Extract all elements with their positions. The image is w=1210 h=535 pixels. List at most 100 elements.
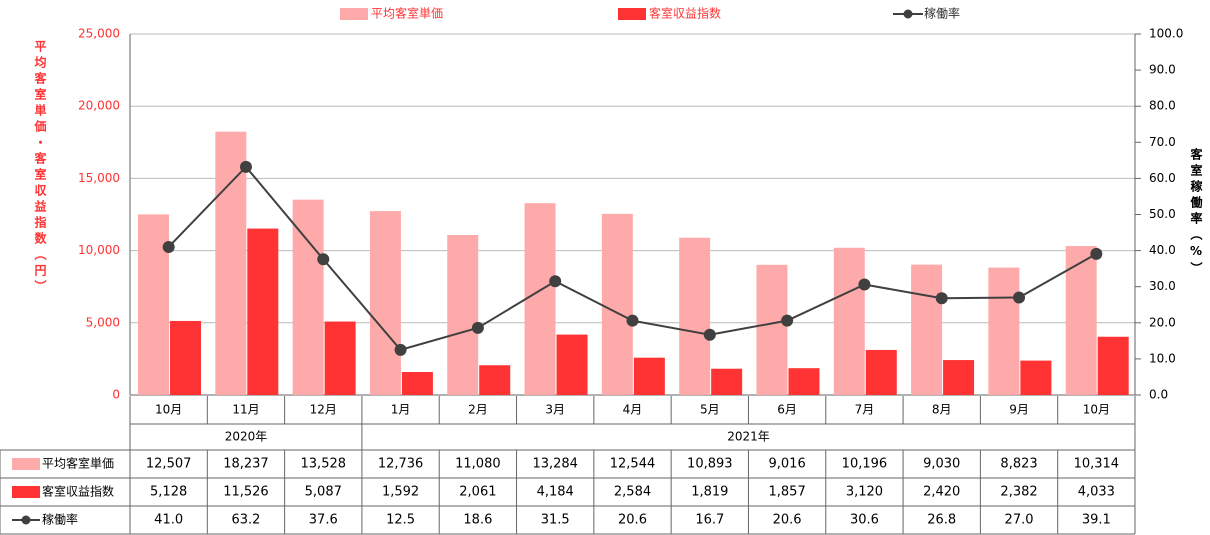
x-tick-label: 10月 <box>1083 403 1110 417</box>
line-point <box>626 314 639 327</box>
bar <box>369 211 401 395</box>
bar <box>601 213 633 395</box>
x-tick-label: 1月 <box>391 403 411 417</box>
year-label: 2020年 <box>225 430 268 444</box>
table-value: 16.7 <box>695 513 724 528</box>
bar <box>401 372 433 395</box>
legend-label: 稼働率 <box>924 6 960 21</box>
table-row-label: 客室収益指数 <box>42 484 114 499</box>
table-value: 11,080 <box>455 457 501 472</box>
y-tick-label: 0 <box>112 388 120 402</box>
table-value: 10,314 <box>1074 457 1120 472</box>
bar <box>215 131 247 395</box>
y-axis-title: 平均客室単価・客室収益指数（円） <box>33 40 47 296</box>
table-value: 12,544 <box>610 457 656 472</box>
x-tick-label: 2月 <box>468 403 488 417</box>
bar <box>788 368 820 395</box>
line-point <box>1013 291 1026 304</box>
x-tick-label: 8月 <box>932 403 952 417</box>
table-value: 39.1 <box>1082 513 1111 528</box>
x-tick-label: 9月 <box>1009 403 1029 417</box>
bar <box>943 360 975 395</box>
bar <box>524 203 556 395</box>
table-value: 3,120 <box>846 485 883 500</box>
bar <box>679 237 711 395</box>
bar <box>633 357 665 395</box>
table-legend-swatch <box>12 458 40 470</box>
table-value: 1,592 <box>382 485 419 500</box>
bar <box>911 264 943 395</box>
y2-tick-label: 50.0 <box>1149 207 1176 221</box>
line-point <box>935 292 948 305</box>
table-value: 20.6 <box>773 513 802 528</box>
bar <box>447 235 479 395</box>
y2-tick-label: 90.0 <box>1149 63 1176 77</box>
table-value: 26.8 <box>927 513 956 528</box>
table-value: 10,893 <box>687 457 733 472</box>
table-value: 10,196 <box>842 457 888 472</box>
year-label: 2021年 <box>727 430 770 444</box>
table-value: 2,420 <box>923 485 960 500</box>
table-value: 4,184 <box>537 485 574 500</box>
table-value: 2,584 <box>614 485 651 500</box>
y2-tick-label: 100.0 <box>1149 27 1183 41</box>
line-point <box>1090 247 1103 260</box>
table-value: 30.6 <box>850 513 879 528</box>
table-value: 37.6 <box>309 513 338 528</box>
bar <box>170 320 201 395</box>
bar <box>556 334 588 395</box>
legend-swatch <box>340 8 368 20</box>
table-value: 9,030 <box>923 457 960 472</box>
table-legend-swatch <box>12 486 40 498</box>
legend-label: 客室収益指数 <box>649 6 721 21</box>
bar <box>1020 360 1052 395</box>
table-value: 2,061 <box>459 485 496 500</box>
table-value: 12,736 <box>378 457 424 472</box>
line-point <box>239 160 252 173</box>
y-tick-label: 20,000 <box>78 99 120 113</box>
bar <box>292 199 324 395</box>
y2-tick-label: 30.0 <box>1149 279 1176 293</box>
table-value: 27.0 <box>1005 513 1034 528</box>
x-tick-label: 3月 <box>545 403 565 417</box>
y2-axis-title: 客室稼働率（%） <box>1189 148 1203 278</box>
table-value: 20.6 <box>618 513 647 528</box>
y-tick-label: 5,000 <box>86 315 120 329</box>
table-value: 41.0 <box>154 513 183 528</box>
table-value: 11,526 <box>223 485 269 500</box>
table-value: 9,016 <box>769 457 806 472</box>
table-value: 8,823 <box>1000 457 1037 472</box>
y-tick-label: 25,000 <box>78 27 120 41</box>
y-tick-label: 15,000 <box>78 171 120 185</box>
table-value: 13,528 <box>301 457 347 472</box>
table-value: 5,087 <box>305 485 342 500</box>
bar <box>756 264 788 395</box>
line-point <box>471 321 484 334</box>
bar <box>1097 336 1129 395</box>
bar <box>1065 246 1097 395</box>
line-point <box>781 314 794 327</box>
table-value: 18,237 <box>223 457 269 472</box>
bar <box>247 228 279 395</box>
bar <box>479 365 511 395</box>
x-tick-label: 11月 <box>232 403 259 417</box>
y2-tick-label: 40.0 <box>1149 243 1176 257</box>
table-value: 5,128 <box>150 485 187 500</box>
x-tick-label: 12月 <box>310 403 337 417</box>
table-value: 1,857 <box>769 485 806 500</box>
table-value: 12,507 <box>146 457 192 472</box>
bar <box>988 267 1020 395</box>
bar <box>865 349 897 395</box>
line-point <box>317 253 330 266</box>
bar <box>324 321 356 395</box>
y2-tick-label: 20.0 <box>1149 315 1176 329</box>
y-tick-label: 10,000 <box>78 243 120 257</box>
x-tick-label: 5月 <box>700 403 720 417</box>
table-value: 18.6 <box>463 513 492 528</box>
table-value: 13,284 <box>532 457 578 472</box>
line-point <box>394 343 407 356</box>
table-row-label: 稼働率 <box>42 512 78 527</box>
table-legend-marker <box>21 515 31 525</box>
